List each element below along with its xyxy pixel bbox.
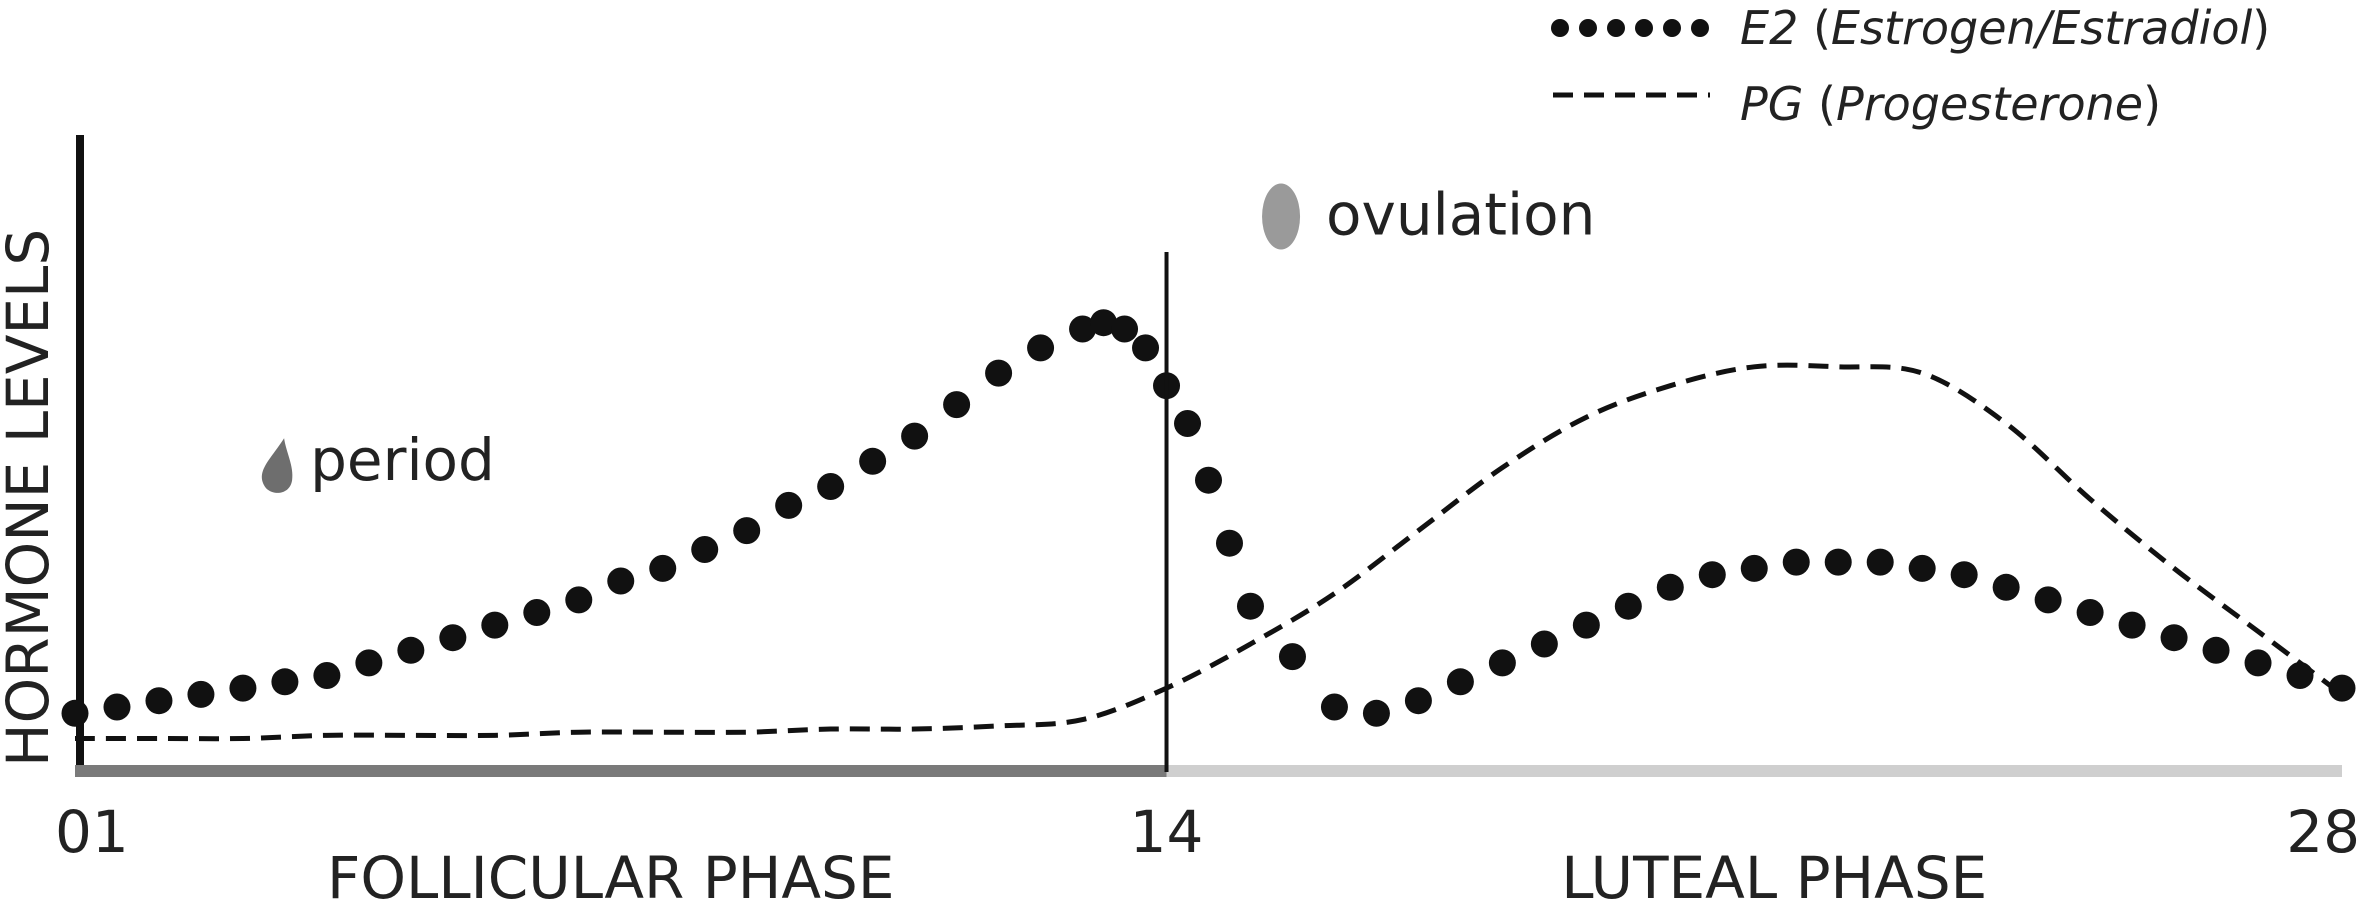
e2-point <box>61 699 89 727</box>
e2-point <box>2328 674 2356 702</box>
legend-e2-dot <box>1551 19 1569 37</box>
legend-e2-dot <box>1579 19 1597 37</box>
legend-e2-paren-close: ) <box>2252 1 2270 55</box>
e2-point <box>565 586 593 614</box>
e2-point <box>1111 315 1139 343</box>
x-tick-14: 14 <box>1130 798 1204 866</box>
e2-point <box>2286 662 2314 689</box>
e2-point <box>1404 687 1432 715</box>
e2-point <box>2034 586 2062 614</box>
e2-point <box>523 599 551 626</box>
e2-point <box>691 536 719 563</box>
legend-e2-dot <box>1691 19 1709 37</box>
series-e2 <box>61 309 2356 727</box>
e2-point <box>229 674 257 702</box>
legend-e2-label: E2 (Estrogen/Estradiol) <box>1740 1 2270 55</box>
e2-point <box>187 680 215 708</box>
e2-point <box>271 668 299 696</box>
legend-pg-prefix: PG <box>1740 77 1803 131</box>
legend-pg-name: Progesterone <box>1836 77 2143 131</box>
legend-e2-marker <box>1551 19 1709 37</box>
e2-point <box>1572 611 1600 639</box>
e2-point <box>1698 561 1726 589</box>
e2-point <box>1195 466 1222 494</box>
legend-e2-paren-open: ( <box>1798 1 1831 55</box>
e2-point <box>943 391 971 419</box>
e2-point <box>2160 624 2188 652</box>
e2-point <box>103 693 131 721</box>
e2-point <box>859 447 887 475</box>
annotation-ovulation: ovulation <box>1326 181 1595 249</box>
e2-point <box>1614 592 1642 620</box>
e2-point <box>313 662 341 689</box>
e2-point <box>985 359 1013 387</box>
e2-point <box>1320 693 1348 721</box>
e2-point <box>1069 315 1097 343</box>
e2-point <box>1362 699 1390 727</box>
e2-point <box>1278 643 1306 671</box>
annotation-period: period <box>310 426 495 494</box>
e2-point <box>1740 554 1768 582</box>
annotations: period ovulation <box>261 181 1595 494</box>
phase-bars <box>75 765 2342 777</box>
e2-point <box>1656 573 1684 601</box>
e2-point <box>1950 561 1978 589</box>
x-tick-01: 01 <box>55 798 129 866</box>
e2-point <box>355 649 383 677</box>
legend-e2-prefix: E2 <box>1740 1 1798 55</box>
e2-point <box>1992 573 2020 601</box>
e2-point <box>1908 554 1936 582</box>
e2-point <box>1090 309 1118 337</box>
egg-icon <box>1262 183 1301 250</box>
legend-e2-dot <box>1607 19 1625 37</box>
e2-point <box>1215 529 1243 557</box>
e2-point <box>1782 548 1810 576</box>
legend-pg-paren-close: ) <box>2143 77 2161 131</box>
droplet-icon <box>261 438 293 493</box>
e2-point <box>2244 649 2272 677</box>
e2-point <box>1866 548 1894 576</box>
phase-label-luteal: LUTEAL PHASE <box>1561 844 1987 900</box>
e2-point <box>439 624 467 652</box>
phase-bar-luteal <box>1166 765 2342 777</box>
e2-point <box>2076 599 2104 626</box>
e2-point <box>817 473 845 500</box>
e2-point <box>1446 668 1474 696</box>
phase-label-follicular: FOLLICULAR PHASE <box>327 844 894 900</box>
legend-e2-name: Estrogen/Estradiol <box>1831 1 2253 55</box>
e2-point <box>607 567 635 595</box>
e2-point <box>145 687 173 715</box>
e2-point <box>1236 592 1264 620</box>
phase-bar-follicular <box>75 765 1167 777</box>
e2-point <box>1174 410 1202 437</box>
x-tick-28: 28 <box>2286 798 2360 866</box>
e2-point <box>397 636 425 664</box>
e2-point <box>481 611 509 639</box>
e2-point <box>1027 334 1055 362</box>
e2-point <box>1488 649 1516 677</box>
y-axis-label: HORMONE LEVELS <box>0 229 62 767</box>
x-tick-labels: 01 14 28 <box>55 798 2360 866</box>
e2-point <box>1824 548 1852 576</box>
e2-point <box>775 491 803 519</box>
phase-labels: FOLLICULAR PHASE LUTEAL PHASE <box>327 844 1987 900</box>
e2-point <box>733 517 761 545</box>
legend-pg-paren-open: ( <box>1803 77 1836 131</box>
pg-line <box>74 362 2344 742</box>
e2-point <box>2118 611 2146 639</box>
legend-pg-label: PG (Progesterone) <box>1740 77 2161 131</box>
legend: E2 (Estrogen/Estradiol) PG (Progesterone… <box>1551 1 2270 131</box>
legend-e2-dot <box>1635 19 1653 37</box>
series-pg <box>74 362 2344 742</box>
e2-point <box>1530 630 1558 658</box>
e2-point <box>649 554 677 582</box>
e2-point <box>1132 334 1160 362</box>
e2-point <box>2202 636 2230 664</box>
legend-e2-dot <box>1663 19 1681 37</box>
e2-point <box>901 422 929 450</box>
